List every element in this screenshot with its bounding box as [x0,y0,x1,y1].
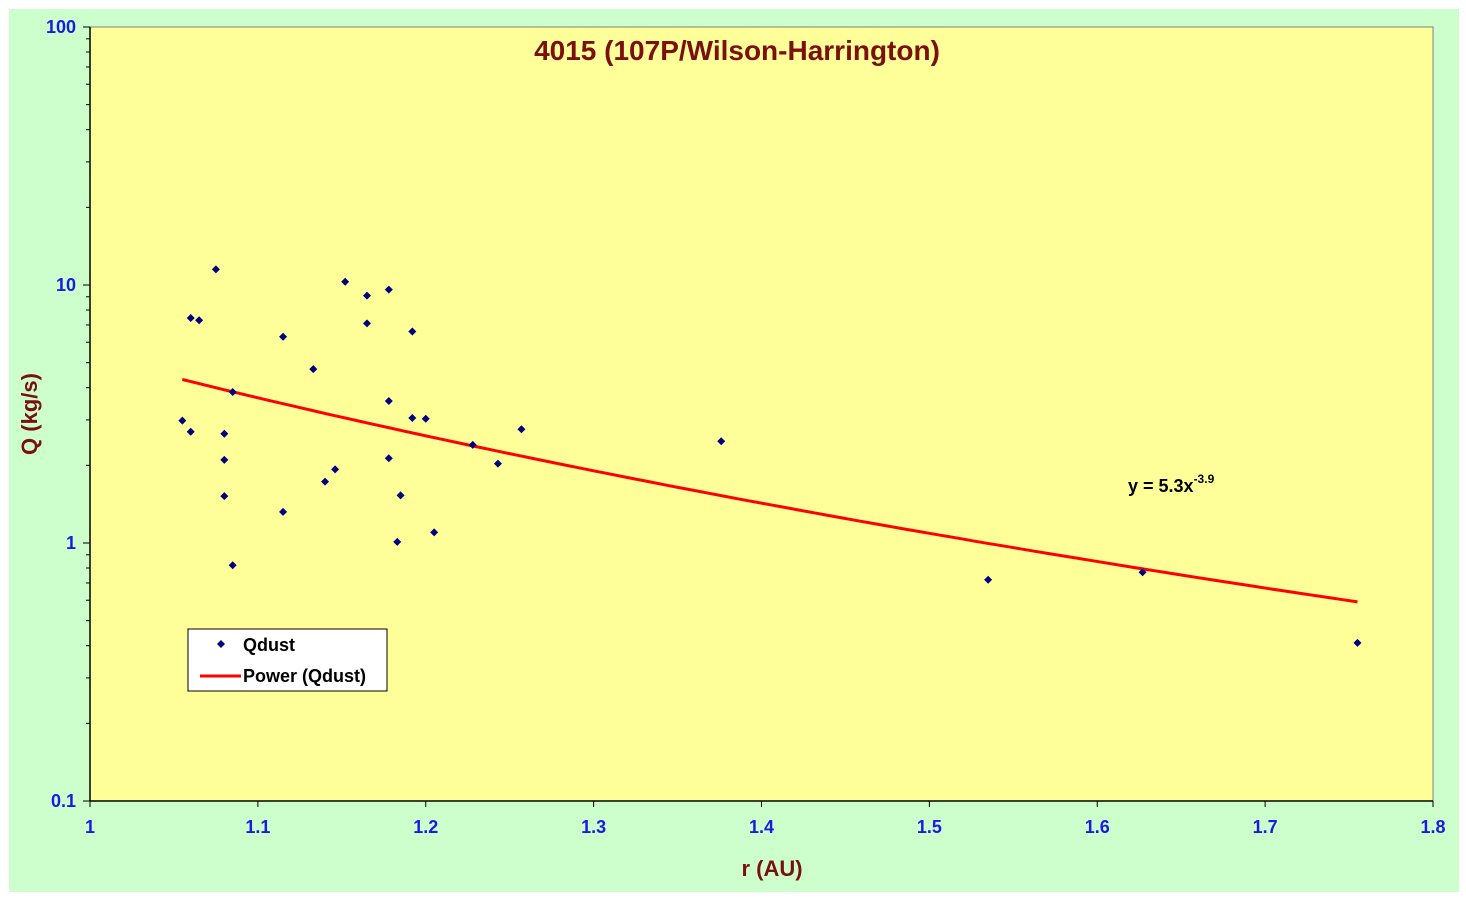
x-tick-label: 1.5 [917,817,942,837]
data-point [186,313,195,322]
data-point [493,459,502,468]
x-tick-label: 1.6 [1085,817,1110,837]
y-axis: 100 10 1 0.1 [46,17,91,811]
x-tick-label: 1.7 [1253,817,1278,837]
y-tick-label: 10 [56,275,76,295]
x-tick-label: 1 [85,817,95,837]
trendline-equation-exponent: -3.9 [1194,472,1215,486]
trendline-equation-base: y = 5.3x [1128,476,1194,496]
data-point [384,397,393,406]
data-point [195,316,204,325]
data-points [178,265,1362,647]
x-tick-label: 1.1 [245,817,270,837]
data-point [468,440,477,449]
legend-marker-qdust [217,640,225,648]
y-tick-label: 0.1 [51,791,76,811]
y-axis-title: Q (kg/s) [17,373,42,455]
data-point [186,427,195,436]
x-tick-label: 1.3 [581,817,606,837]
x-axis-title: r (AU) [741,856,802,881]
trendline-equation: y = 5.3x-3.9 [1128,472,1215,496]
data-point [393,537,402,546]
data-point [220,455,229,464]
data-point [384,285,393,294]
data-point [517,425,526,434]
data-point [1353,638,1362,647]
y-tick-label: 1 [66,533,76,553]
trendline-power [181,378,1358,604]
trendline-layer [181,378,1358,604]
data-point [717,437,726,446]
data-point [178,416,187,425]
data-point [984,575,993,584]
data-point [220,429,229,438]
data-point [321,477,330,486]
x-tick-label: 1.4 [749,817,774,837]
data-point [408,414,417,423]
data-point [279,507,288,516]
data-point [309,365,318,374]
x-tick-label: 1.2 [413,817,438,837]
x-axis: 1 1.1 1.2 1.3 1.4 1.5 1.6 1.7 1.8 [85,800,1446,837]
x-tick-label: 1.8 [1420,817,1445,837]
data-point [228,561,237,570]
data-point [362,319,371,328]
data-point [408,327,417,336]
data-point [220,492,229,501]
legend-label-qdust: Qdust [243,635,295,655]
chart-title: 4015 (107P/Wilson-Harrington) [534,35,940,66]
y-tick-label: 100 [46,17,76,37]
data-point [341,277,350,286]
legend-label-power: Power (Qdust) [243,666,366,686]
data-point [279,332,288,341]
data-point [384,454,393,463]
data-point [331,465,340,474]
legend: Qdust Power (Qdust) [187,628,388,692]
data-point [430,528,439,537]
data-point [421,414,430,423]
data-point [362,291,371,300]
data-point [228,387,237,396]
data-point [1138,568,1147,577]
data-point [396,491,405,500]
data-point [211,265,220,274]
legend-box [187,628,388,692]
